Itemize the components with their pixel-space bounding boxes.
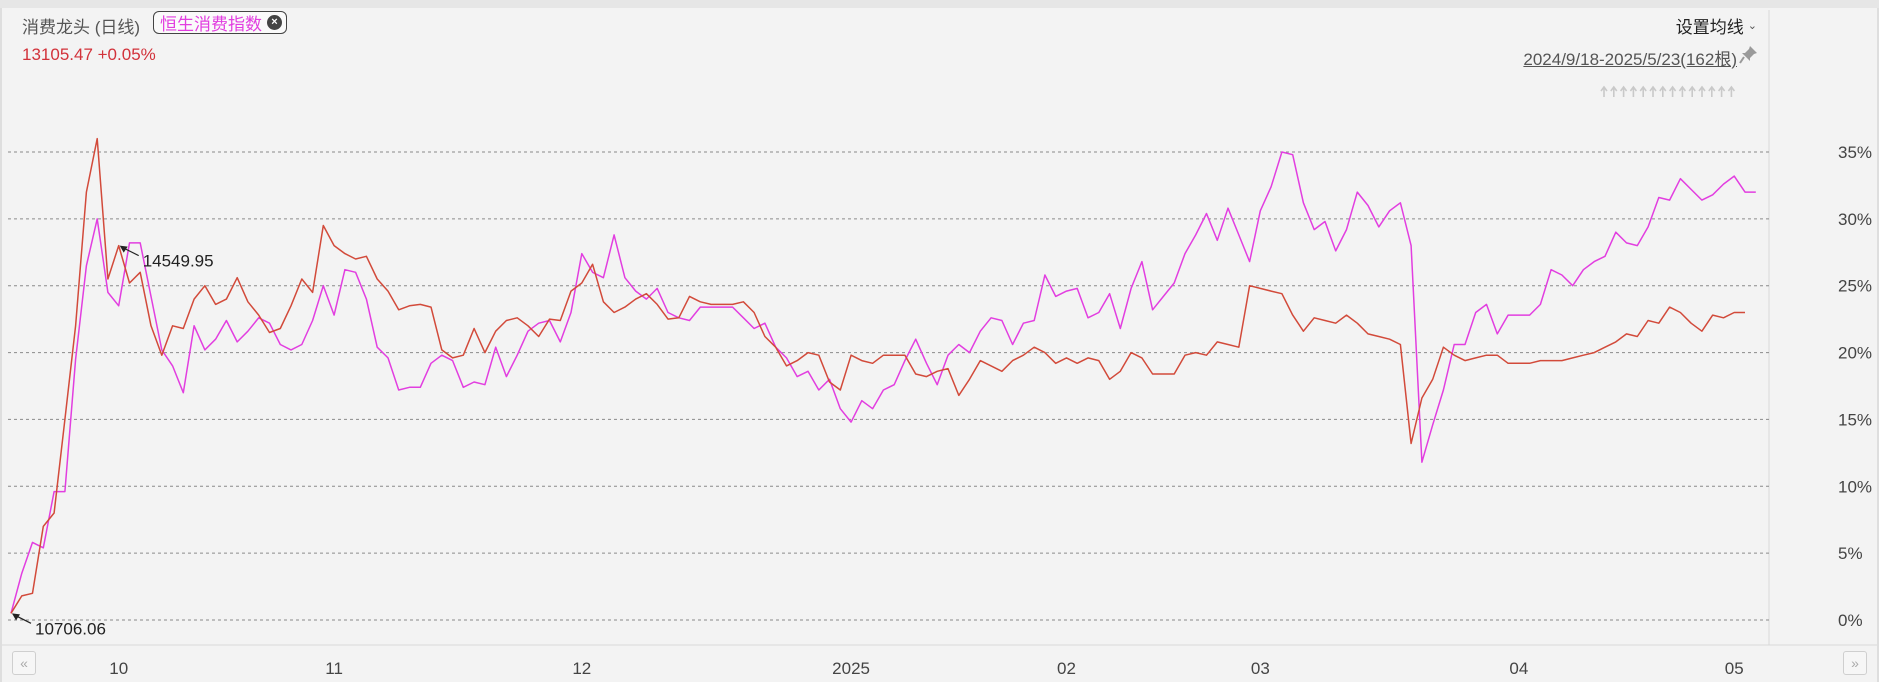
x-tick-label: 02 — [1057, 659, 1076, 678]
y-tick-label: 10% — [1838, 477, 1872, 496]
up-arrow-marker — [1727, 85, 1736, 97]
price-change-readout: 13105.47 +0.05% — [22, 45, 156, 64]
x-tick-label: 11 — [325, 659, 343, 678]
close-circle-icon[interactable]: × — [267, 15, 282, 30]
right-edge — [1877, 8, 1879, 682]
annotation-arrowhead — [119, 245, 128, 253]
y-tick-label: 5% — [1838, 544, 1863, 563]
up-arrow-marker — [1610, 85, 1618, 97]
chevron-down-icon: ⌄ — [1747, 20, 1757, 32]
x-tick-label: 12 — [572, 659, 591, 678]
up-arrow-marker — [1639, 85, 1647, 97]
x-tick-label: 10 — [109, 659, 128, 678]
left-edge — [0, 8, 2, 682]
x-tick-label: 2025 — [832, 659, 870, 678]
up-arrow-marker — [1629, 85, 1638, 97]
compare-index-tag[interactable]: 恒生消费指数 × — [153, 11, 287, 34]
pin-icon[interactable] — [1739, 44, 1759, 64]
up-arrow-marker — [1659, 85, 1667, 97]
up-arrow-marker — [1600, 85, 1608, 97]
double-chevron-right-icon[interactable]: » — [1843, 651, 1867, 675]
up-arrow-marker — [1717, 85, 1726, 97]
up-arrow-marker — [1649, 85, 1657, 97]
settings-ma-button[interactable]: 设置均线 ⌄ — [1676, 13, 1757, 38]
y-tick-label: 20% — [1838, 344, 1872, 363]
annotation-label: 10706.06 — [35, 619, 106, 638]
compare-index-label: 恒生消费指数 — [160, 15, 262, 34]
x-tick-label: 05 — [1725, 659, 1744, 678]
series-line-main — [10, 137, 1745, 614]
up-arrow-marker — [1708, 85, 1716, 97]
series-name-label: 消费龙头 (日线) — [22, 18, 141, 37]
annotation-arrowhead — [12, 613, 20, 621]
up-arrow-marker — [1688, 85, 1696, 97]
settings-ma-label: 设置均线 — [1675, 18, 1744, 37]
annotation-label: 14549.95 — [143, 252, 214, 271]
x-tick-label: 04 — [1509, 659, 1528, 678]
y-tick-label: 15% — [1838, 410, 1872, 429]
y-tick-label: 25% — [1838, 277, 1872, 296]
up-arrow-marker — [1678, 85, 1687, 97]
up-arrow-marker — [1698, 85, 1706, 97]
x-tick-label: 03 — [1251, 659, 1270, 678]
up-arrow-marker — [1668, 85, 1677, 97]
double-chevron-left-icon[interactable]: « — [12, 651, 36, 675]
y-tick-label: 35% — [1838, 143, 1872, 162]
top-strip — [0, 0, 1879, 8]
y-tick-label: 30% — [1838, 210, 1872, 229]
up-arrow-marker — [1619, 85, 1628, 97]
y-tick-label: 0% — [1838, 611, 1863, 630]
date-range-link[interactable]: 2024/9/18-2025/5/23(162根) — [1523, 50, 1737, 69]
series-line-compare — [10, 151, 1756, 614]
arrow-markers-strip — [1600, 85, 1736, 97]
